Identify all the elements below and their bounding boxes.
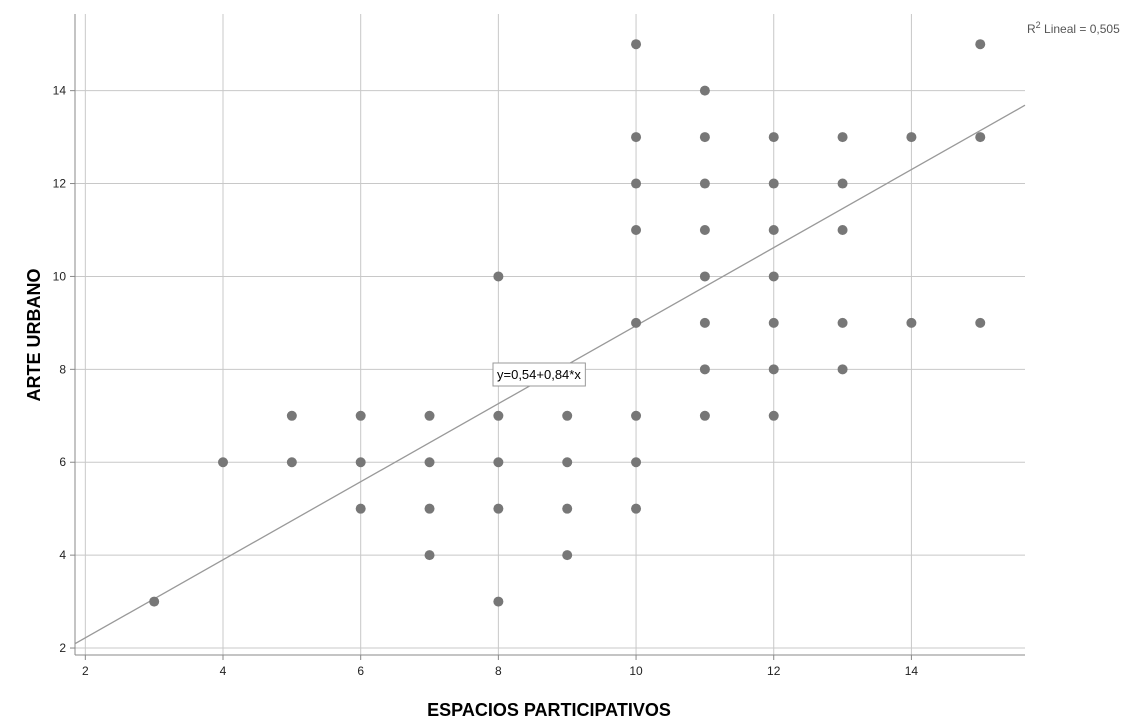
gridlines — [75, 14, 1025, 655]
data-point — [631, 224, 642, 235]
data-point — [699, 132, 710, 143]
y-tick-label: 10 — [53, 269, 67, 283]
data-point — [562, 503, 573, 514]
r2-prefix: R — [1027, 22, 1036, 36]
data-point — [837, 178, 848, 189]
data-point — [424, 503, 435, 514]
data-point — [768, 224, 779, 235]
data-point — [975, 132, 986, 143]
data-point — [286, 410, 297, 421]
data-point — [631, 178, 642, 189]
data-point — [837, 224, 848, 235]
y-tick-label: 12 — [53, 177, 67, 191]
data-point — [768, 271, 779, 282]
x-tick-label: 10 — [629, 664, 643, 678]
data-point — [493, 410, 504, 421]
data-point — [424, 410, 435, 421]
data-point — [562, 457, 573, 468]
data-point — [631, 410, 642, 421]
y-tick-label: 14 — [53, 84, 67, 98]
r2-label: R2 Lineal = 0,505 — [1027, 20, 1120, 36]
data-point — [149, 596, 160, 607]
data-point — [631, 132, 642, 143]
y-tick-label: 8 — [59, 362, 66, 376]
x-tick-label: 8 — [495, 664, 502, 678]
y-axis-title: ARTE URBANO — [24, 269, 44, 402]
x-tick-label: 14 — [905, 664, 919, 678]
data-point — [562, 410, 573, 421]
data-point — [699, 410, 710, 421]
data-point — [493, 457, 504, 468]
data-point — [218, 457, 229, 468]
x-tick-label: 12 — [767, 664, 781, 678]
data-point — [286, 457, 297, 468]
x-tick-label: 6 — [357, 664, 364, 678]
data-point — [355, 410, 366, 421]
data-point — [837, 364, 848, 375]
data-point — [768, 132, 779, 143]
data-point — [631, 503, 642, 514]
data-point — [768, 178, 779, 189]
r2-text: Lineal = 0,505 — [1041, 22, 1120, 36]
data-point — [562, 550, 573, 561]
data-point — [631, 457, 642, 468]
data-point — [493, 503, 504, 514]
y-tick-label: 6 — [59, 455, 66, 469]
data-point — [837, 132, 848, 143]
data-point — [631, 39, 642, 50]
data-point — [699, 317, 710, 328]
data-point — [699, 178, 710, 189]
tick-labels: 2 4 6 8 10 12 14 2 4 6 8 10 12 14 — [53, 84, 919, 678]
data-point — [355, 457, 366, 468]
data-point — [493, 271, 504, 282]
data-point — [699, 85, 710, 96]
data-point — [906, 317, 917, 328]
data-point — [631, 317, 642, 328]
data-point — [699, 271, 710, 282]
data-point — [493, 596, 504, 607]
x-axis-title: ESPACIOS PARTICIPATIVOS — [427, 700, 671, 720]
data-point — [699, 364, 710, 375]
data-point — [837, 317, 848, 328]
axes — [70, 14, 1025, 660]
data-point — [768, 410, 779, 421]
fit-equation-box: y=0,54+0,84*x — [492, 362, 586, 387]
data-point — [975, 39, 986, 50]
data-point — [355, 503, 366, 514]
data-point — [975, 317, 986, 328]
data-points — [149, 39, 986, 607]
data-point — [768, 317, 779, 328]
y-tick-label: 2 — [59, 641, 66, 655]
data-point — [768, 364, 779, 375]
y-tick-label: 4 — [59, 548, 66, 562]
x-tick-label: 2 — [82, 664, 89, 678]
data-point — [906, 132, 917, 143]
data-point — [424, 550, 435, 561]
data-point — [699, 224, 710, 235]
fit-equation-label: y=0,54+0,84*x — [497, 367, 581, 382]
r2-superscript: 2 — [1036, 20, 1041, 30]
x-tick-label: 4 — [220, 664, 227, 678]
data-point — [424, 457, 435, 468]
